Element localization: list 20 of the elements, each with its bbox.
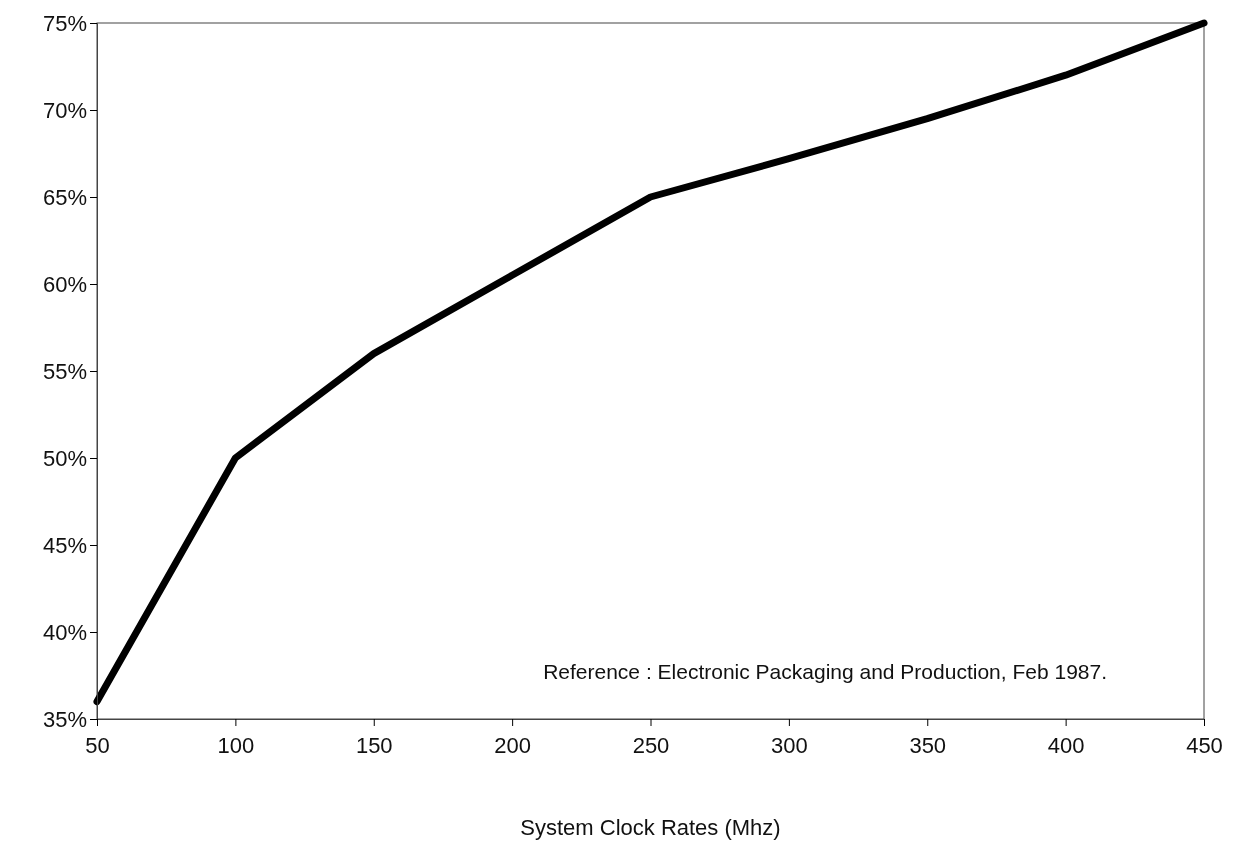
y-tick-label: 70% xyxy=(42,97,87,123)
x-tick-label: 250 xyxy=(632,733,670,759)
annotation: Reference : Electronic Packaging and Production, Feb 1987. xyxy=(543,660,1107,683)
x-tick-label: 350 xyxy=(909,733,947,759)
x-tick-label: 300 xyxy=(771,733,808,759)
x-tick-label: 400 xyxy=(1047,733,1085,759)
y-tick-label: 45% xyxy=(42,532,87,558)
y-tick-label: 55% xyxy=(42,358,87,384)
x-tick-label: 50 xyxy=(85,733,110,759)
y-tick-label: 35% xyxy=(42,706,87,732)
x-tick-label: 150 xyxy=(355,733,393,759)
y-tick-label: 60% xyxy=(42,271,87,297)
x-tick-label: 450 xyxy=(1186,733,1223,759)
x-axis-title: System Clock Rates (Mhz) xyxy=(520,815,781,840)
y-tick-label: 40% xyxy=(42,619,87,645)
x-tick-label: 100 xyxy=(217,733,255,759)
y-tick-label: 75% xyxy=(42,10,87,36)
x-tick-label: 200 xyxy=(494,733,531,759)
y-tick-label: 65% xyxy=(42,184,87,210)
y-tick-label: 50% xyxy=(42,445,87,471)
